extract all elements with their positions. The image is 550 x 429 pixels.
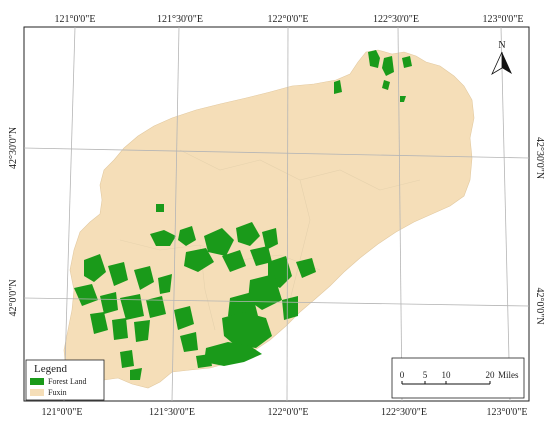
forest-patch — [74, 284, 98, 306]
graticule-meridian — [63, 26, 76, 402]
legend-swatch-forest — [30, 378, 44, 385]
graticule-meridian — [397, 26, 403, 402]
legend: Legend Forest Land Fuxin — [25, 359, 105, 401]
forest-patch — [400, 96, 406, 102]
forest-patch — [174, 306, 194, 330]
scale-tick-label: 5 — [423, 370, 428, 380]
coord-label-bottom: 122°30'0"E — [381, 407, 427, 418]
forest-patch — [236, 222, 260, 246]
coord-label-bottom: 121°0'0"E — [42, 407, 83, 418]
forest-patch — [222, 312, 272, 348]
scale-bar-box — [391, 357, 525, 399]
forest-patch — [222, 250, 246, 272]
scale-bar: 0 5 10 20 Miles — [391, 357, 525, 399]
forest-patch — [90, 312, 108, 334]
coord-label-left: 42°0'0"N — [8, 279, 19, 316]
legend-label-fuxin: Fuxin — [48, 388, 67, 397]
graticule-parallel — [23, 297, 530, 307]
forest-patch — [84, 254, 106, 282]
coord-label-top: 121°0'0"E — [55, 14, 96, 25]
forest-patch — [282, 296, 298, 320]
forest-patch — [368, 50, 380, 68]
forest-patch — [134, 266, 154, 290]
forest-land-patches — [74, 50, 412, 380]
graticule-meridian — [500, 26, 511, 402]
legend-swatch-fuxin — [30, 389, 44, 396]
coord-labels-left: 42°30'0"N 42°0'0"N — [8, 127, 19, 317]
forest-patch — [180, 332, 198, 352]
forest-patch — [134, 320, 150, 342]
forest-patch — [250, 246, 272, 266]
graticule-parallel — [23, 147, 530, 159]
coord-labels-bottom: 121°0'0"E 121°30'0"E 122°0'0"E 122°30'0"… — [42, 407, 528, 418]
forest-patch — [120, 350, 134, 368]
graticule-meridian — [286, 26, 289, 402]
forest-patch — [184, 248, 214, 272]
forest-patch — [248, 274, 282, 310]
scale-tick-label: 10 — [442, 370, 452, 380]
forest-patch — [146, 296, 166, 318]
forest-patch — [382, 80, 390, 90]
scale-tick-label: 20 — [486, 370, 496, 380]
graticule — [23, 26, 530, 402]
north-arrow-label: N — [498, 40, 505, 51]
legend-label-forest: Forest Land — [48, 377, 86, 386]
coord-label-bottom: 122°0'0"E — [268, 407, 309, 418]
coord-label-left: 42°30'0"N — [8, 127, 19, 169]
coord-label-right: 42°30'0"N — [534, 137, 545, 179]
forest-patch — [262, 228, 278, 250]
forest-patch — [204, 228, 234, 256]
coord-labels-right: 42°30'0"N 42°0'0"N — [534, 137, 545, 325]
forest-patch — [112, 318, 128, 340]
forest-patch — [100, 292, 118, 314]
forest-patch — [150, 230, 176, 246]
forest-patch — [334, 80, 342, 94]
forest-patch — [178, 226, 196, 246]
coord-label-right: 42°0'0"N — [534, 287, 545, 324]
scale-unit-label: Miles — [498, 370, 519, 380]
coord-labels-top: 121°0'0"E 121°30'0"E 122°0'0"E 122°30'0"… — [55, 14, 524, 25]
coord-label-top: 122°0'0"E — [268, 14, 309, 25]
coord-label-top: 121°30'0"E — [157, 14, 203, 25]
forest-patch — [108, 262, 128, 286]
north-arrow-icon — [502, 52, 512, 74]
north-arrow: N — [491, 40, 512, 76]
forest-patch — [382, 56, 394, 76]
coord-label-bottom: 123°0'0"E — [487, 407, 528, 418]
forest-patch — [296, 258, 316, 278]
forest-patch — [158, 274, 172, 294]
forest-patch — [402, 56, 412, 68]
coord-label-bottom: 121°30'0"E — [149, 407, 195, 418]
legend-title: Legend — [34, 363, 67, 375]
forest-patch — [156, 204, 164, 212]
forest-patch — [204, 342, 262, 366]
forest-patch — [196, 354, 212, 368]
graticule-meridian — [171, 26, 180, 402]
coord-label-top: 122°30'0"E — [373, 14, 419, 25]
forest-patch — [120, 294, 144, 320]
scale-tick-label: 0 — [400, 370, 405, 380]
forest-patch — [130, 368, 142, 380]
coord-label-top: 123°0'0"E — [483, 14, 524, 25]
